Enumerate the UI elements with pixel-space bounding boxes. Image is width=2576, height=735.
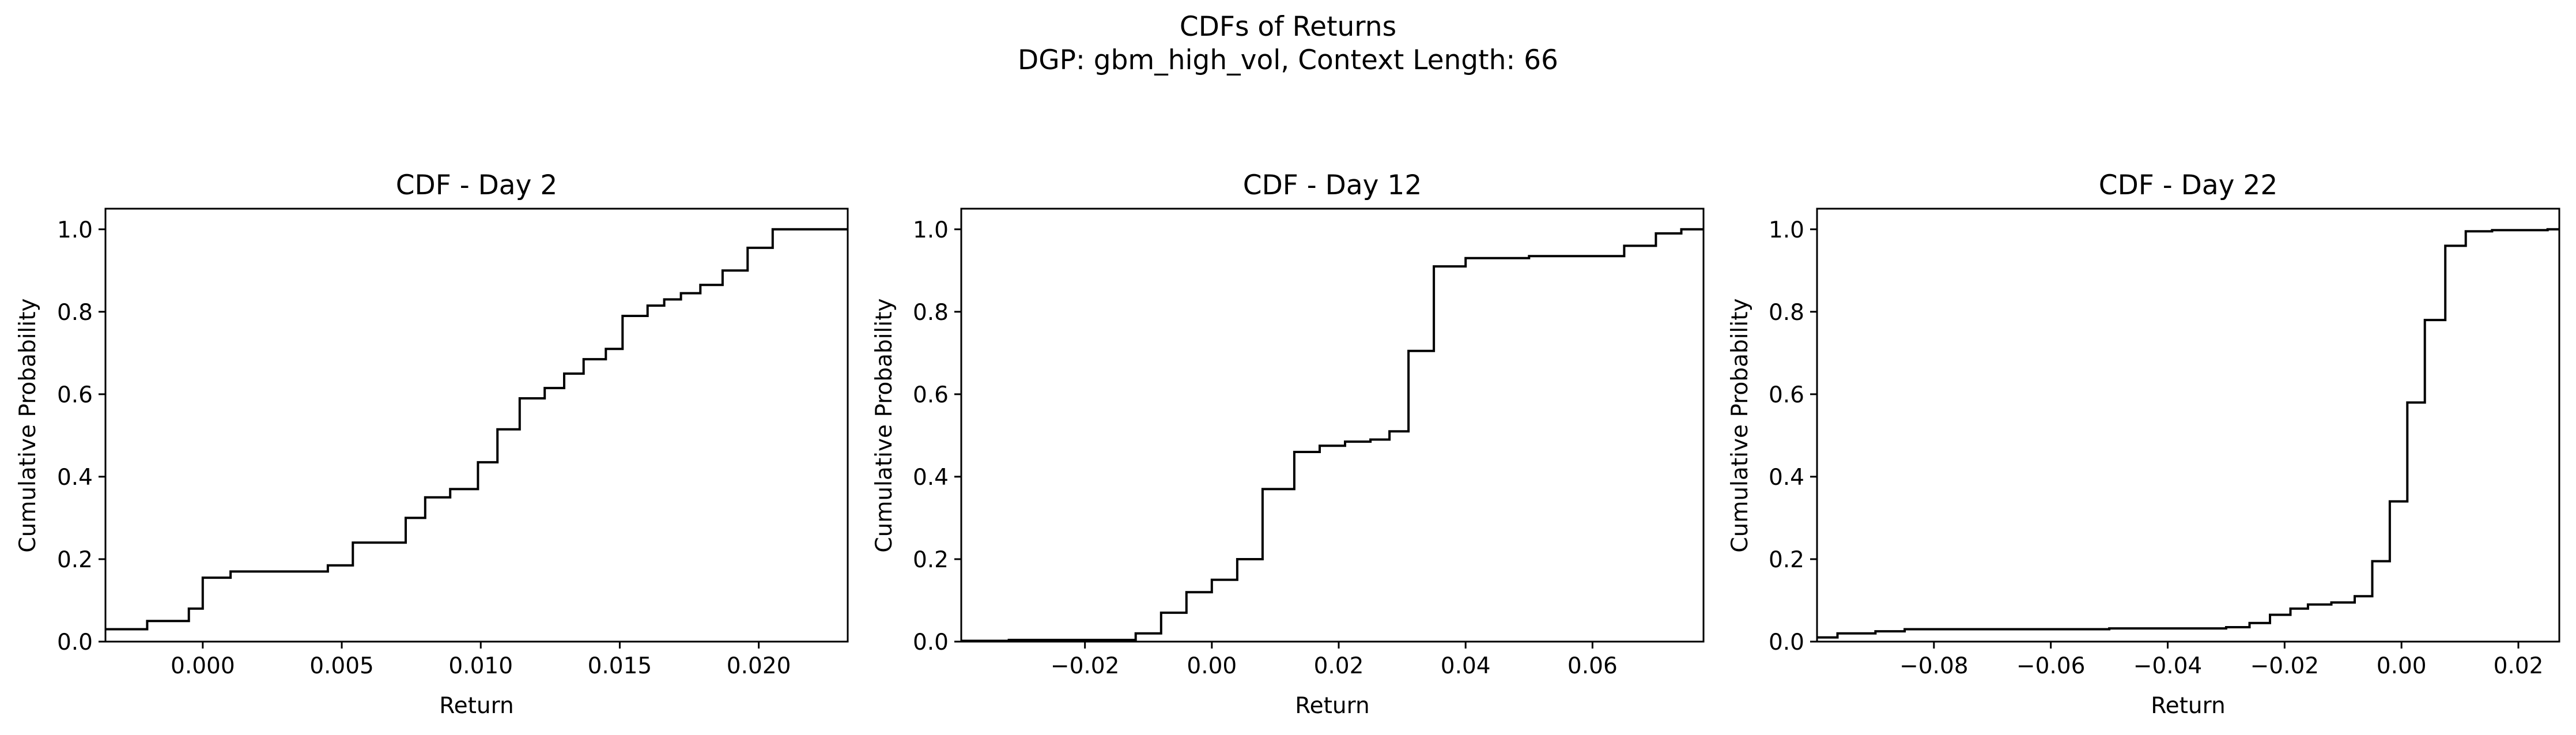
y-tick-label: 0.2	[1769, 547, 1804, 573]
panel-title: CDF - Day 22	[2099, 169, 2277, 201]
y-tick-label: 1.0	[57, 217, 93, 243]
y-tick-label: 0.6	[1769, 382, 1804, 408]
cdf-step-line	[1817, 228, 2559, 639]
figure-title-line1: CDFs of Returns	[1180, 11, 1396, 43]
x-tick-label: 0.00	[1187, 653, 1237, 679]
plot-frame	[960, 208, 1705, 643]
y-tick-label: 0.8	[1769, 300, 1804, 326]
y-tick-label: 0.6	[57, 382, 93, 408]
x-axis-label: Return	[2151, 693, 2225, 719]
x-tick-label: 0.02	[2494, 653, 2544, 679]
x-tick-label: 0.000	[171, 653, 235, 679]
y-axis-label: Cumulative Probability	[871, 298, 897, 552]
cdf-step-line	[961, 228, 1704, 642]
y-tick-label: 0.4	[913, 465, 949, 491]
cdf-panel-day-2: CDF - Day 2 Return Cumulative Probabilit…	[15, 169, 849, 719]
x-tick-label: 0.06	[1567, 653, 1618, 679]
figure-title-line2: DGP: gbm_high_vol, Context Length: 66	[1018, 44, 1558, 76]
x-tick-label: 0.005	[309, 653, 374, 679]
y-tick-label: 0.4	[1769, 465, 1804, 491]
plot-frame	[1816, 208, 2560, 643]
cdf-step-line	[105, 228, 848, 631]
y-tick-label: 0.8	[57, 300, 93, 326]
x-tick-label: 0.020	[727, 653, 791, 679]
cdf-panel-day-22: CDF - Day 22 Return Cumulative Probabili…	[1727, 169, 2560, 719]
y-tick-label: 0.4	[57, 465, 93, 491]
y-tick-label: 0.2	[913, 547, 949, 573]
x-tick-label: −0.08	[1899, 653, 1969, 679]
y-tick-label: 0.0	[1769, 630, 1804, 655]
x-tick-label: 0.015	[588, 653, 652, 679]
x-tick-label: 0.00	[2377, 653, 2427, 679]
x-tick-label: 0.010	[448, 653, 513, 679]
y-tick-label: 0.2	[57, 547, 93, 573]
x-tick-label: −0.04	[2133, 653, 2203, 679]
y-tick-label: 0.0	[57, 630, 93, 655]
x-tick-label: −0.02	[2250, 653, 2320, 679]
y-tick-label: 0.0	[913, 630, 949, 655]
x-axis-label: Return	[1295, 693, 1369, 719]
y-tick-label: 1.0	[1769, 217, 1804, 243]
plot-frame	[104, 208, 849, 643]
y-tick-label: 0.8	[913, 300, 949, 326]
y-tick-label: 0.6	[913, 382, 949, 408]
x-tick-label: −0.02	[1051, 653, 1120, 679]
y-axis-label: Cumulative Probability	[1727, 298, 1753, 552]
cdf-panel-day-12: CDF - Day 12 Return Cumulative Probabili…	[871, 169, 1705, 719]
x-axis-label: Return	[439, 693, 513, 719]
panel-title: CDF - Day 2	[396, 169, 558, 201]
x-tick-label: 0.04	[1441, 653, 1491, 679]
y-axis-label: Cumulative Probability	[15, 298, 41, 552]
x-tick-label: −0.06	[2016, 653, 2086, 679]
x-tick-label: 0.02	[1314, 653, 1364, 679]
y-tick-label: 1.0	[913, 217, 949, 243]
panel-title: CDF - Day 12	[1243, 169, 1422, 201]
